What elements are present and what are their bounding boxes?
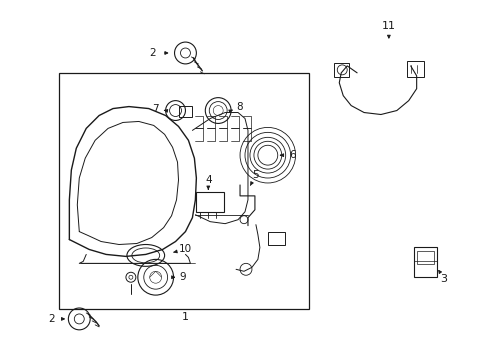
Text: 11: 11 (381, 21, 395, 31)
Text: 4: 4 (204, 175, 211, 185)
Bar (178, 105, 192, 117)
Bar (334, 63, 348, 77)
Text: 7: 7 (152, 104, 159, 113)
Text: 6: 6 (289, 150, 295, 160)
Text: 2: 2 (48, 314, 55, 324)
Bar (60, 73, 309, 309)
Text: 9: 9 (179, 272, 185, 282)
Bar (416, 251, 433, 264)
Bar (406, 61, 423, 77)
Text: 3: 3 (439, 274, 446, 284)
Text: 1: 1 (182, 312, 188, 322)
Text: 10: 10 (179, 244, 192, 255)
Text: 8: 8 (236, 102, 243, 112)
Bar (196, 192, 224, 212)
Bar (413, 247, 436, 277)
Bar (267, 231, 284, 246)
Text: 2: 2 (149, 48, 156, 58)
Text: 5: 5 (252, 170, 259, 180)
